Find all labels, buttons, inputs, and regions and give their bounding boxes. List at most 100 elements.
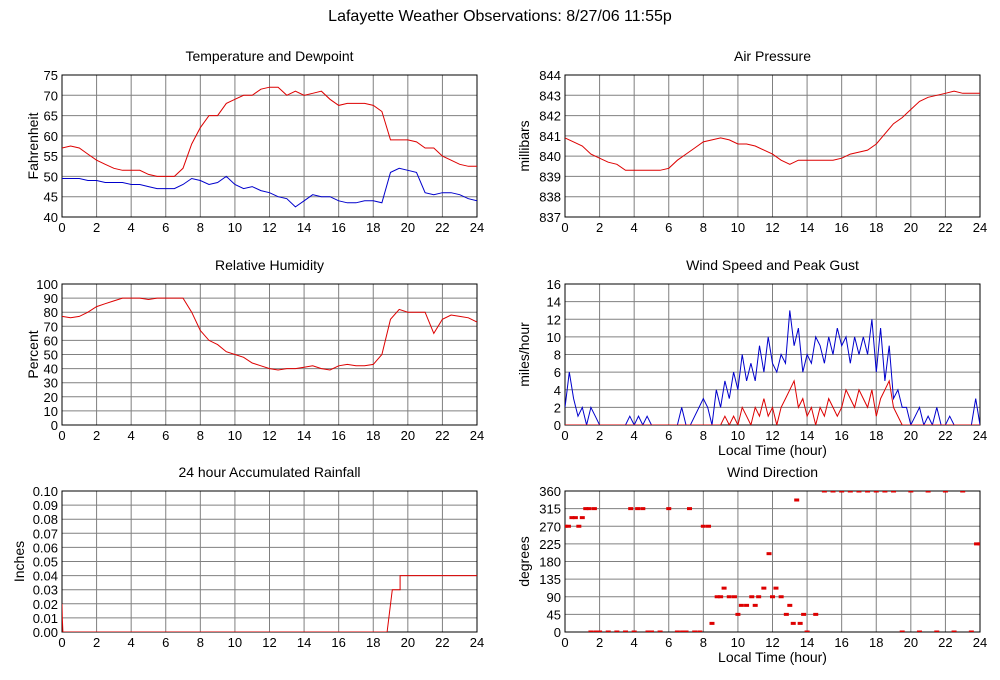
data-point (706, 524, 712, 528)
x-tick-label: 12 (262, 428, 276, 443)
series-points (565, 491, 980, 632)
y-tick-label: 841 (539, 129, 561, 144)
y-axis-title: Percent (25, 330, 41, 378)
x-tick-label: 12 (765, 635, 779, 650)
x-tick-label: 12 (765, 220, 779, 235)
x-tick-label: 0 (58, 220, 65, 235)
series-line (565, 90, 980, 171)
x-tick-label: 0 (561, 635, 568, 650)
x-tick-label: 22 (938, 220, 952, 235)
data-point (588, 630, 594, 632)
x-tick-label: 18 (366, 635, 380, 650)
y-axis-title: miles/hour (516, 322, 532, 387)
x-tick-label: 24 (973, 428, 987, 443)
y-tick-label: 840 (539, 149, 561, 164)
y-tick-label: 10 (547, 330, 561, 345)
x-axis-title: Local Time (hour) (718, 442, 827, 458)
x-tick-label: 4 (631, 635, 638, 650)
x-tick-label: 14 (297, 428, 311, 443)
data-point (614, 630, 620, 632)
data-point (942, 491, 948, 493)
y-tick-label: 16 (547, 277, 561, 292)
data-point (839, 491, 845, 493)
data-point (572, 516, 578, 520)
y-tick-label: 0.03 (33, 583, 58, 598)
data-point (847, 491, 853, 493)
data-point (749, 595, 755, 599)
x-tick-label: 10 (228, 635, 242, 650)
y-tick-label: 45 (44, 190, 58, 205)
y-tick-label: 6 (554, 365, 561, 380)
data-point (752, 603, 758, 607)
data-point (721, 586, 727, 590)
y-axis-title: millibars (516, 120, 532, 171)
data-point (977, 542, 980, 546)
y-tick-label: 30 (44, 376, 58, 391)
y-tick-label: 45 (547, 607, 561, 622)
x-tick-label: 20 (401, 635, 415, 650)
plot-frame (564, 283, 981, 426)
data-point (635, 507, 641, 511)
y-tick-label: 0.00 (33, 625, 58, 640)
y-axis-title: Inches (11, 541, 27, 582)
x-tick-label: 24 (470, 220, 484, 235)
y-tick-label: 844 (539, 68, 561, 83)
x-tick-label: 22 (435, 635, 449, 650)
panel-title: Wind Speed and Peak Gust (686, 257, 859, 273)
data-point (591, 507, 597, 511)
x-tick-label: 10 (731, 635, 745, 650)
x-tick-label: 2 (596, 635, 603, 650)
y-tick-label: 70 (44, 319, 58, 334)
data-point (951, 630, 957, 632)
plot-frame (61, 74, 478, 218)
x-tick-label: 8 (197, 428, 204, 443)
x-tick-label: 24 (973, 220, 987, 235)
data-point (579, 516, 585, 520)
x-tick-label: 0 (58, 428, 65, 443)
y-tick-label: 4 (554, 383, 561, 398)
x-tick-label: 0 (561, 220, 568, 235)
x-tick-label: 2 (596, 428, 603, 443)
x-tick-label: 24 (973, 635, 987, 650)
data-point (565, 524, 571, 528)
data-point (744, 603, 750, 607)
panel-title: Relative Humidity (215, 257, 324, 273)
x-tick-label: 2 (93, 428, 100, 443)
data-point (801, 612, 807, 616)
x-tick-label: 22 (938, 428, 952, 443)
x-tick-label: 6 (665, 635, 672, 650)
data-point (974, 542, 980, 546)
y-tick-label: 839 (539, 169, 561, 184)
x-tick-label: 6 (162, 635, 169, 650)
plot-frame (564, 490, 981, 633)
data-point (726, 595, 732, 599)
data-point (687, 507, 692, 511)
x-tick-label: 16 (331, 635, 345, 650)
data-point (583, 507, 589, 511)
x-tick-label: 14 (297, 635, 311, 650)
y-tick-label: 14 (547, 295, 561, 310)
panel-title: Air Pressure (734, 48, 811, 64)
data-point (908, 491, 914, 493)
y-tick-label: 0.05 (33, 555, 58, 570)
x-tick-label: 18 (366, 220, 380, 235)
data-point (916, 630, 922, 632)
x-tick-label: 0 (561, 428, 568, 443)
data-point (770, 595, 775, 599)
y-tick-label: 0.09 (33, 498, 58, 513)
x-tick-label: 8 (700, 428, 707, 443)
x-tick-label: 8 (197, 220, 204, 235)
data-point (692, 630, 698, 632)
x-tick-label: 6 (665, 220, 672, 235)
y-tick-label: 0 (51, 418, 58, 433)
y-tick-label: 65 (44, 109, 58, 124)
x-tick-label: 0 (58, 635, 65, 650)
x-tick-label: 6 (665, 428, 672, 443)
x-tick-label: 20 (904, 635, 918, 650)
plot-frame (61, 283, 478, 426)
data-point (804, 630, 810, 632)
data-point (731, 595, 737, 599)
x-tick-label: 2 (93, 220, 100, 235)
y-tick-label: 75 (44, 68, 58, 83)
